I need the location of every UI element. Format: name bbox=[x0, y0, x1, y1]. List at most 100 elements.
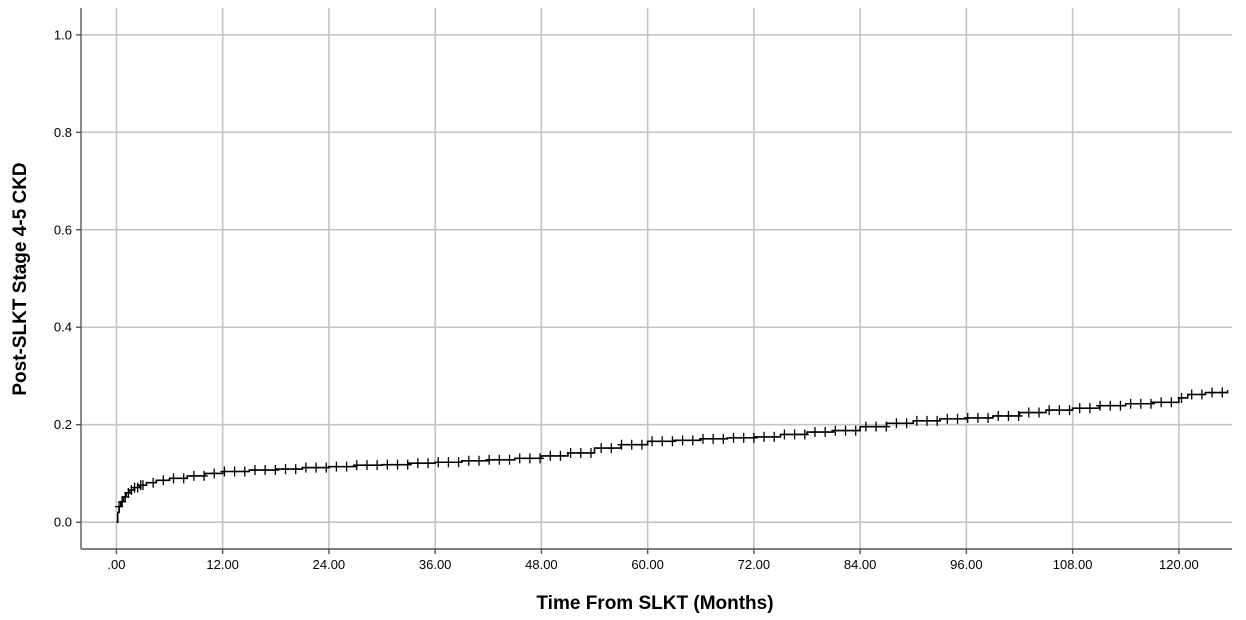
censor-mark bbox=[943, 413, 952, 424]
censor-mark bbox=[933, 415, 942, 426]
censor-mark bbox=[556, 450, 565, 461]
y-axis-title: Post-SLKT Stage 4-5 CKD bbox=[10, 162, 31, 395]
censor-mark bbox=[1197, 389, 1206, 400]
censor-mark bbox=[810, 427, 819, 438]
censor-mark bbox=[169, 473, 178, 484]
censor-mark bbox=[1116, 400, 1125, 411]
censor-mark bbox=[1187, 389, 1196, 400]
censor-mark bbox=[1167, 397, 1176, 408]
censor-mark bbox=[749, 432, 758, 443]
censor-mark bbox=[138, 480, 147, 491]
censor-mark bbox=[536, 453, 545, 464]
censor-mark bbox=[841, 425, 850, 436]
censor-mark bbox=[566, 447, 575, 458]
censor-mark bbox=[1096, 400, 1105, 411]
censor-mark bbox=[607, 443, 616, 454]
censor-mark bbox=[861, 421, 870, 432]
censor-mark bbox=[1024, 407, 1033, 418]
censor-mark bbox=[515, 453, 524, 464]
censor-mark bbox=[220, 466, 229, 477]
x-tick-label: 24.00 bbox=[313, 557, 346, 572]
censor-mark bbox=[474, 455, 483, 466]
censor-mark bbox=[973, 412, 982, 423]
x-tick-label: 96.00 bbox=[950, 557, 983, 572]
censor-mark bbox=[800, 429, 809, 440]
censor-mark bbox=[576, 447, 585, 458]
censor-mark bbox=[1055, 405, 1064, 416]
censor-mark bbox=[780, 429, 789, 440]
censor-mark bbox=[872, 421, 881, 432]
censor-mark bbox=[1065, 405, 1074, 416]
y-tick-label: 0.6 bbox=[54, 222, 72, 237]
censor-mark bbox=[261, 465, 270, 476]
censor-mark bbox=[688, 435, 697, 446]
censor-mark bbox=[586, 447, 595, 458]
censor-mark bbox=[760, 431, 769, 442]
censor-mark bbox=[393, 459, 402, 470]
censor-mark bbox=[291, 464, 300, 475]
censor-mark bbox=[729, 432, 738, 443]
censor-mark bbox=[352, 460, 361, 471]
censor-mark bbox=[658, 436, 667, 447]
censor-mark bbox=[424, 458, 433, 469]
censor-mark bbox=[1106, 400, 1115, 411]
x-tick-label: 72.00 bbox=[738, 557, 771, 572]
censor-mark bbox=[1045, 405, 1054, 416]
censor-mark bbox=[149, 477, 158, 488]
x-tick-label: 120.00 bbox=[1159, 557, 1199, 572]
censor-mark bbox=[709, 433, 718, 444]
y-tick-label: 1.0 bbox=[54, 27, 72, 42]
censor-mark bbox=[1126, 398, 1135, 409]
censor-mark bbox=[617, 439, 626, 450]
x-tick-label: 36.00 bbox=[419, 557, 452, 572]
censor-mark bbox=[525, 453, 534, 464]
censor-mark bbox=[434, 457, 443, 468]
censor-mark bbox=[953, 413, 962, 424]
x-tick-label: 48.00 bbox=[525, 557, 558, 572]
censor-mark bbox=[668, 436, 677, 447]
censor-mark bbox=[1208, 387, 1217, 398]
censor-mark bbox=[1218, 387, 1227, 398]
x-tick-label: 60.00 bbox=[631, 557, 664, 572]
x-tick-label: 12.00 bbox=[206, 557, 239, 572]
censor-mark bbox=[912, 415, 921, 426]
censor-mark bbox=[821, 427, 830, 438]
censor-mark bbox=[210, 468, 219, 479]
censor-mark bbox=[271, 465, 280, 476]
y-tick-label: 0.0 bbox=[54, 515, 72, 530]
censor-mark bbox=[637, 439, 646, 450]
censor-mark bbox=[882, 421, 891, 432]
censor-mark bbox=[902, 418, 911, 429]
censor-mark bbox=[373, 460, 382, 471]
censor-mark bbox=[485, 454, 494, 465]
censor-mark bbox=[597, 443, 606, 454]
censor-mark bbox=[312, 462, 321, 473]
censor-mark bbox=[322, 462, 331, 473]
censor-mark bbox=[240, 466, 249, 477]
censor-mark bbox=[464, 455, 473, 466]
censor-mark bbox=[332, 461, 341, 472]
censor-mark bbox=[994, 410, 1003, 421]
censor-mark bbox=[627, 439, 636, 450]
censor-mark bbox=[159, 475, 168, 486]
censor-mark bbox=[230, 466, 239, 477]
x-axis-title: Time From SLKT (Months) bbox=[536, 593, 773, 614]
censor-mark bbox=[454, 457, 463, 468]
censor-mark bbox=[200, 470, 209, 481]
censor-mark bbox=[1177, 392, 1186, 403]
censor-mark bbox=[383, 459, 392, 470]
censor-mark bbox=[1157, 397, 1166, 408]
censor-mark bbox=[831, 425, 840, 436]
y-tick-label: 0.8 bbox=[54, 125, 72, 140]
censor-mark bbox=[698, 433, 707, 444]
censor-mark bbox=[1136, 398, 1145, 409]
censor-mark bbox=[770, 431, 779, 442]
censor-mark bbox=[505, 454, 514, 465]
censor-layer bbox=[115, 387, 1227, 512]
grid-layer bbox=[81, 8, 1232, 549]
censor-mark bbox=[739, 432, 748, 443]
x-tick-label: 108.00 bbox=[1053, 557, 1093, 572]
censor-mark bbox=[413, 458, 422, 469]
censor-mark bbox=[342, 461, 351, 472]
